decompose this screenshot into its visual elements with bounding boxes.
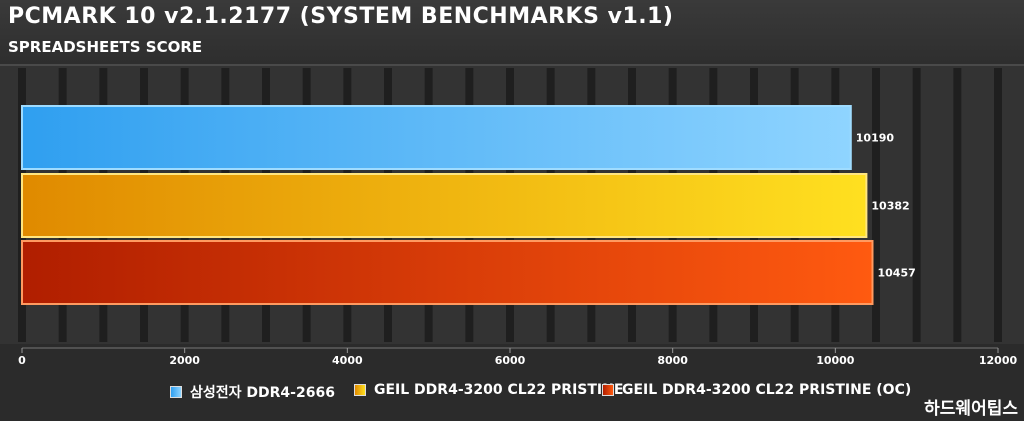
legend-item-geil-ddr4-3200: GEIL DDR4-3200 CL22 PRISTINE [354, 382, 623, 398]
chart-header: PCMARK 10 v2.1.2177 (SYSTEM BENCHMARKS v… [0, 0, 1024, 66]
legend-label: GEIL DDR4-3200 CL22 PRISTINE (OC) [622, 382, 912, 398]
x-tick-label: 2000 [169, 354, 200, 367]
bar-value-label: 10382 [871, 200, 909, 213]
bar [21, 240, 874, 305]
watermark-logo: 하드웨어팁스 [924, 399, 1018, 419]
bar [21, 173, 868, 238]
gridline [872, 68, 880, 342]
x-tick-label: 0 [18, 354, 26, 367]
gridline [994, 68, 1002, 342]
bar [21, 105, 852, 170]
legend-item-geil-ddr4-3200-oc: GEIL DDR4-3200 CL22 PRISTINE (OC) [602, 382, 911, 398]
x-tick-label: 12000 [979, 354, 1018, 367]
x-tick-label: 6000 [495, 354, 526, 367]
x-tick-label: 4000 [332, 354, 363, 367]
legend-swatch-orange [354, 384, 366, 396]
chart-legend: 삼성전자 DDR4-2666 GEIL DDR4-3200 CL22 PRIST… [0, 382, 1024, 412]
legend-swatch-red [602, 384, 614, 396]
chart-title: PCMARK 10 v2.1.2177 (SYSTEM BENCHMARKS v… [8, 4, 674, 29]
gridline [912, 68, 921, 342]
legend-label: 삼성전자 DDR4-2666 [190, 385, 335, 401]
gridline [953, 68, 962, 342]
bar-value-label: 10457 [878, 267, 916, 280]
x-tick-label: 8000 [657, 354, 688, 367]
legend-swatch-blue [170, 386, 182, 398]
chart-subtitle: SPREADSHEETS SCORE [8, 38, 203, 56]
x-tick-label: 10000 [816, 354, 855, 367]
bar-chart: 0 2000 4000 6000 8000 10000 12000 10190 10382 104… [18, 68, 1018, 367]
legend-item-samsung-ddr4-2666: 삼성전자 DDR4-2666 [170, 382, 335, 402]
bar-value-label: 10190 [856, 132, 895, 145]
legend-label: GEIL DDR4-3200 CL22 PRISTINE [374, 382, 624, 398]
